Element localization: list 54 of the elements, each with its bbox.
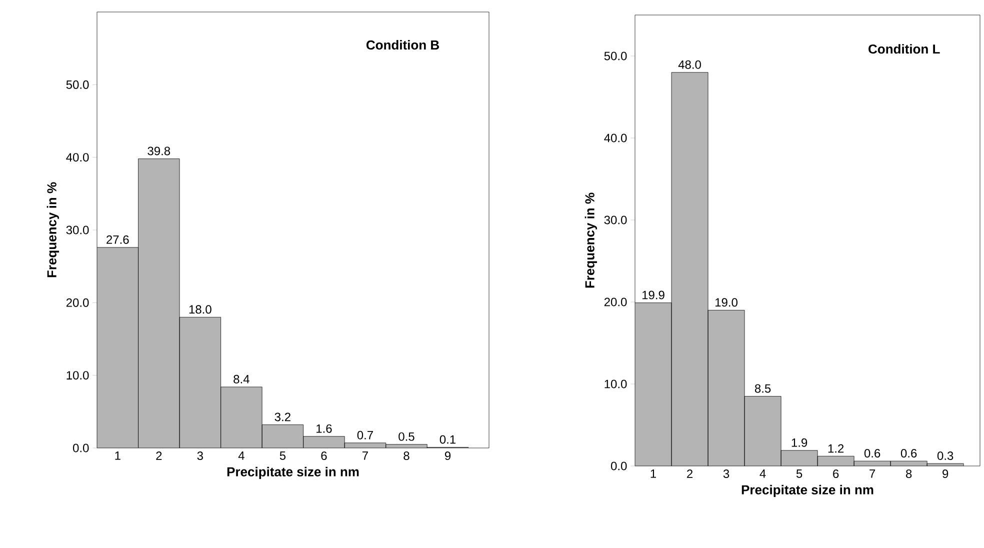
data-label: 1.2 bbox=[828, 444, 844, 453]
data-label: 1.6 bbox=[316, 424, 332, 433]
y-axis-title: Frequency in % bbox=[46, 182, 59, 278]
data-label: 8.4 bbox=[234, 374, 250, 384]
x-tick-label: 7 bbox=[870, 470, 876, 478]
y-tick-label: 50.0 bbox=[604, 52, 627, 60]
x-tick-label: 1 bbox=[115, 452, 120, 460]
data-label: 0.3 bbox=[937, 452, 954, 460]
x-tick-label: 5 bbox=[796, 470, 802, 478]
y-tick-label: 0.0 bbox=[610, 462, 627, 470]
y-axis-title: Frequency in % bbox=[584, 192, 597, 288]
x-tick-label: 8 bbox=[404, 452, 410, 460]
x-tick-label: 9 bbox=[444, 452, 451, 460]
y-tick-label: 10.0 bbox=[66, 371, 89, 380]
data-label: 8.5 bbox=[754, 384, 771, 393]
x-tick-label: 7 bbox=[362, 452, 368, 460]
data-label: 0.7 bbox=[357, 430, 373, 440]
data-label: 1.9 bbox=[792, 438, 808, 447]
y-tick-label: 40.0 bbox=[66, 153, 89, 162]
data-label: 48.0 bbox=[678, 60, 701, 69]
y-tick-label: 40.0 bbox=[604, 134, 627, 142]
data-label: 19.9 bbox=[642, 290, 664, 300]
text: Condition L bbox=[868, 44, 940, 54]
x-tick-label: 6 bbox=[833, 470, 839, 478]
y-tick-label: 20.0 bbox=[66, 298, 89, 307]
x-tick-label: 3 bbox=[723, 470, 730, 478]
x-tick-label: 4 bbox=[760, 470, 766, 478]
x-tick-label: 1 bbox=[650, 470, 656, 478]
y-tick-label: 0.0 bbox=[73, 444, 89, 452]
x-axis-title: Precipitate size in nm bbox=[227, 466, 359, 479]
data-label: 27.6 bbox=[106, 235, 129, 244]
text: Condition B bbox=[366, 40, 439, 50]
x-tick-label: 9 bbox=[942, 470, 948, 478]
data-label: 39.8 bbox=[148, 146, 170, 156]
data-label: 19.0 bbox=[716, 298, 738, 307]
data-label: 18.0 bbox=[189, 305, 212, 314]
data-label: 0.6 bbox=[900, 449, 917, 458]
x-tick-label: 2 bbox=[156, 452, 162, 460]
y-tick-label: 30.0 bbox=[604, 216, 627, 224]
x-tick-label: 4 bbox=[238, 452, 244, 460]
x-tick-label: 3 bbox=[197, 452, 203, 460]
x-tick-label: 6 bbox=[321, 452, 327, 460]
y-tick-label: 50.0 bbox=[66, 80, 89, 89]
x-tick-label: 2 bbox=[687, 470, 692, 478]
data-label: 0.5 bbox=[398, 432, 414, 441]
x-tick-label: 5 bbox=[280, 452, 286, 460]
data-label: 3.2 bbox=[274, 412, 290, 422]
data-label: 0.1 bbox=[440, 435, 456, 444]
x-axis-title: Precipitate size in nm bbox=[742, 484, 874, 497]
y-tick-label: 10.0 bbox=[604, 380, 627, 388]
y-tick-label: 30.0 bbox=[66, 226, 89, 234]
y-tick-label: 20.0 bbox=[604, 298, 627, 306]
data-label: 0.6 bbox=[864, 449, 880, 458]
x-tick-label: 8 bbox=[906, 470, 912, 478]
